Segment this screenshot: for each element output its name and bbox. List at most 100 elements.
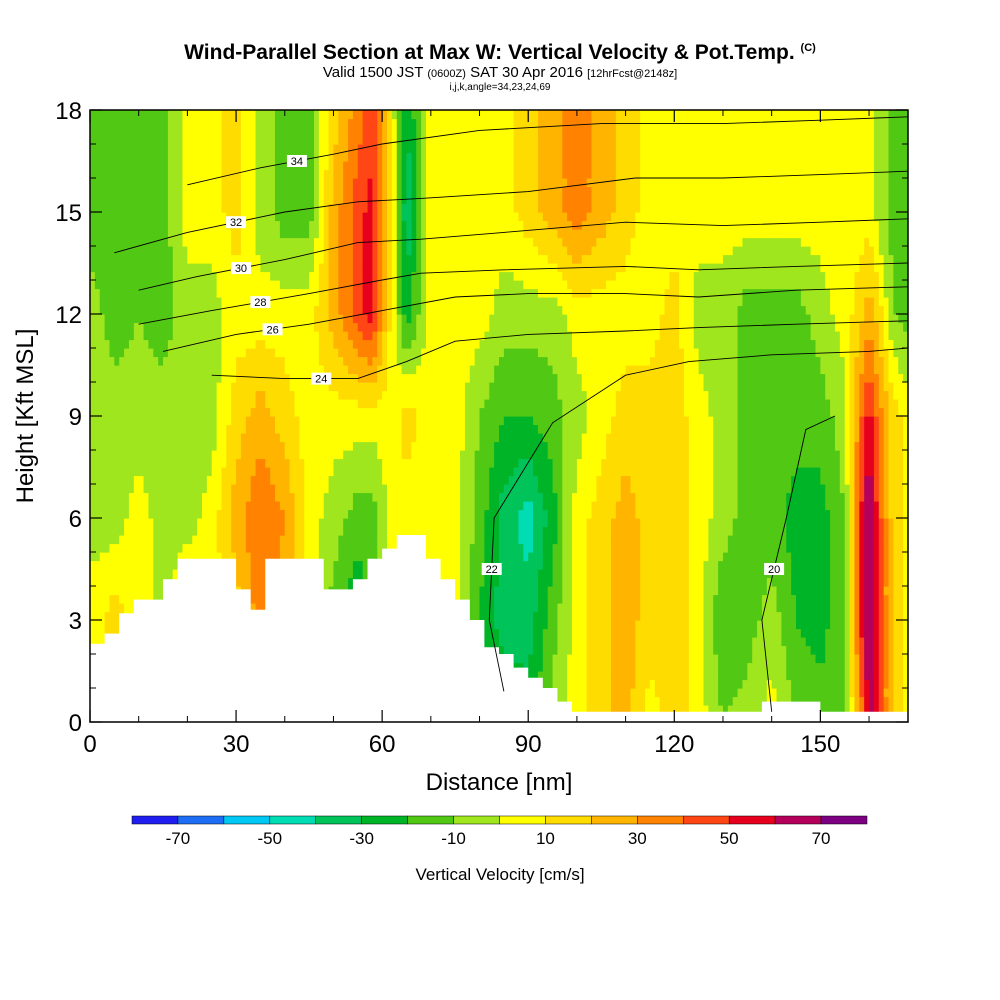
velocity-cell	[343, 518, 349, 528]
velocity-cell	[547, 526, 554, 536]
velocity-cell	[211, 518, 218, 528]
velocity-cell	[800, 526, 807, 536]
velocity-cell	[693, 518, 700, 528]
velocity-cell	[221, 543, 227, 553]
velocity-cell	[109, 467, 115, 477]
velocity-cell	[523, 467, 529, 477]
velocity-cell	[94, 586, 101, 596]
velocity-cell	[406, 526, 412, 536]
velocity-cell	[640, 509, 646, 519]
velocity-cell	[94, 552, 101, 562]
velocity-cell	[757, 705, 763, 715]
velocity-cell	[645, 543, 651, 553]
velocity-cell	[674, 611, 680, 621]
velocity-cell	[533, 552, 539, 562]
velocity-cell	[357, 509, 364, 519]
velocity-cell	[898, 543, 904, 553]
velocity-cell	[810, 577, 817, 587]
velocity-cell	[211, 467, 218, 477]
velocity-cell	[128, 594, 135, 604]
velocity-cell	[732, 484, 739, 494]
velocity-cell	[245, 577, 252, 587]
velocity-cell	[177, 475, 184, 485]
velocity-cell	[528, 484, 534, 494]
velocity-cell	[776, 620, 783, 630]
velocity-cell	[815, 526, 821, 536]
velocity-cell	[903, 637, 908, 647]
velocity-cell	[708, 611, 714, 621]
velocity-cell	[849, 611, 856, 621]
velocity-cell	[649, 501, 656, 511]
velocity-cell	[718, 645, 724, 655]
velocity-cell	[703, 484, 709, 494]
velocity-cell	[94, 594, 101, 604]
velocity-cell	[810, 518, 817, 528]
velocity-cell	[240, 509, 247, 519]
velocity-cell	[625, 569, 632, 579]
velocity-cell	[713, 552, 719, 562]
velocity-cell	[552, 518, 559, 528]
velocity-cell	[552, 611, 559, 621]
velocity-cell	[654, 611, 661, 621]
velocity-cell	[708, 560, 714, 570]
velocity-cell	[318, 518, 325, 528]
velocity-cell	[742, 543, 748, 553]
velocity-cell	[333, 501, 339, 511]
velocity-cell	[640, 475, 646, 485]
velocity-cell	[844, 696, 851, 706]
velocity-cell	[211, 501, 218, 511]
velocity-cell	[771, 671, 778, 681]
velocity-cell	[888, 484, 894, 494]
velocity-cell	[610, 586, 617, 596]
velocity-cell	[830, 560, 836, 570]
velocity-cell	[576, 662, 583, 672]
velocity-cell	[236, 501, 242, 511]
velocity-cell	[654, 526, 661, 536]
velocity-cell	[357, 526, 364, 536]
velocity-cell	[90, 569, 96, 579]
velocity-cell	[591, 628, 597, 638]
velocity-cell	[304, 509, 310, 519]
velocity-cell	[688, 620, 695, 630]
velocity-cell	[664, 611, 671, 621]
valid-utc: (0600Z)	[427, 68, 466, 80]
velocity-cell	[557, 535, 563, 545]
velocity-cell	[830, 705, 836, 715]
velocity-cell	[791, 620, 797, 630]
velocity-cell	[192, 526, 198, 536]
velocity-cell	[601, 671, 607, 681]
velocity-cell	[727, 543, 734, 553]
velocity-cell	[591, 543, 597, 553]
velocity-cell	[752, 560, 758, 570]
velocity-cell	[513, 586, 520, 596]
velocity-cell	[309, 467, 315, 477]
velocity-cell	[177, 535, 184, 545]
velocity-cell	[830, 552, 836, 562]
velocity-cell	[859, 662, 865, 672]
velocity-cell	[864, 526, 870, 536]
velocity-cell	[119, 475, 125, 485]
velocity-cell	[94, 501, 101, 511]
velocity-cell	[357, 535, 364, 545]
velocity-cell	[805, 611, 812, 621]
velocity-cell	[815, 518, 821, 528]
velocity-cell	[610, 620, 617, 630]
velocity-cell	[484, 552, 490, 562]
velocity-cell	[679, 688, 685, 698]
velocity-cell	[844, 688, 851, 698]
velocity-cell	[820, 492, 826, 502]
velocity-cell	[883, 526, 890, 536]
velocity-cell	[781, 620, 787, 630]
velocity-cell	[893, 594, 899, 604]
velocity-cell	[800, 679, 807, 689]
velocity-cell	[124, 501, 130, 511]
velocity-cell	[528, 543, 534, 553]
velocity-cell	[119, 543, 125, 553]
velocity-cell	[649, 467, 656, 477]
velocity-cell	[275, 518, 281, 528]
velocity-cell	[732, 543, 739, 553]
velocity-cell	[576, 509, 583, 519]
velocity-cell	[869, 628, 875, 638]
velocity-cell	[289, 509, 296, 519]
velocity-cell	[878, 569, 885, 579]
